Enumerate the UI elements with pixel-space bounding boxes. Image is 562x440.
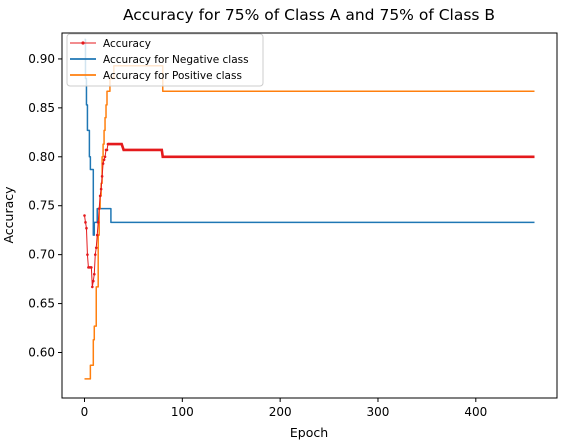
data-point bbox=[95, 246, 98, 249]
data-point bbox=[96, 234, 99, 237]
y-axis-label: Accuracy bbox=[1, 186, 16, 244]
x-tick-label: 300 bbox=[367, 405, 390, 419]
legend-marker bbox=[81, 41, 84, 44]
data-point bbox=[97, 221, 100, 224]
data-point bbox=[101, 175, 104, 178]
data-point bbox=[102, 162, 105, 165]
y-tick-label: 0.75 bbox=[28, 199, 55, 213]
data-point bbox=[94, 253, 97, 256]
legend: Accuracy Accuracy for Negative class Accur… bbox=[67, 34, 263, 86]
data-point bbox=[86, 253, 89, 256]
data-point bbox=[100, 188, 103, 191]
y-tick-label: 0.80 bbox=[28, 150, 55, 164]
x-tick-label: 200 bbox=[269, 405, 292, 419]
data-point bbox=[107, 143, 110, 146]
y-tick-label: 0.70 bbox=[28, 248, 55, 262]
x-tick-label: 0 bbox=[81, 405, 89, 419]
legend-label-2: Accuracy for Positive class bbox=[103, 70, 242, 82]
x-axis-label: Epoch bbox=[290, 425, 328, 440]
data-point bbox=[90, 266, 93, 269]
data-point bbox=[85, 227, 88, 230]
data-point bbox=[98, 207, 101, 210]
data-point bbox=[104, 155, 107, 158]
y-tick-label: 0.90 bbox=[28, 52, 55, 66]
legend-label-1: Accuracy for Negative class bbox=[103, 54, 249, 66]
legend-label-0: Accuracy bbox=[103, 38, 151, 50]
chart-title: Accuracy for 75% of Class A and 75% of C… bbox=[123, 6, 495, 24]
x-tick-label: 100 bbox=[171, 405, 194, 419]
data-point bbox=[91, 286, 94, 289]
data-point bbox=[92, 280, 95, 283]
y-tick-label: 0.85 bbox=[28, 101, 55, 115]
y-tick-label: 0.65 bbox=[28, 297, 55, 311]
data-point bbox=[84, 221, 87, 224]
data-point bbox=[99, 195, 102, 198]
y-tick-label: 0.60 bbox=[28, 345, 55, 359]
data-point bbox=[106, 149, 109, 152]
x-tick-label: 400 bbox=[464, 405, 487, 419]
data-point bbox=[103, 158, 106, 161]
data-point bbox=[93, 273, 96, 276]
data-point bbox=[83, 214, 86, 217]
